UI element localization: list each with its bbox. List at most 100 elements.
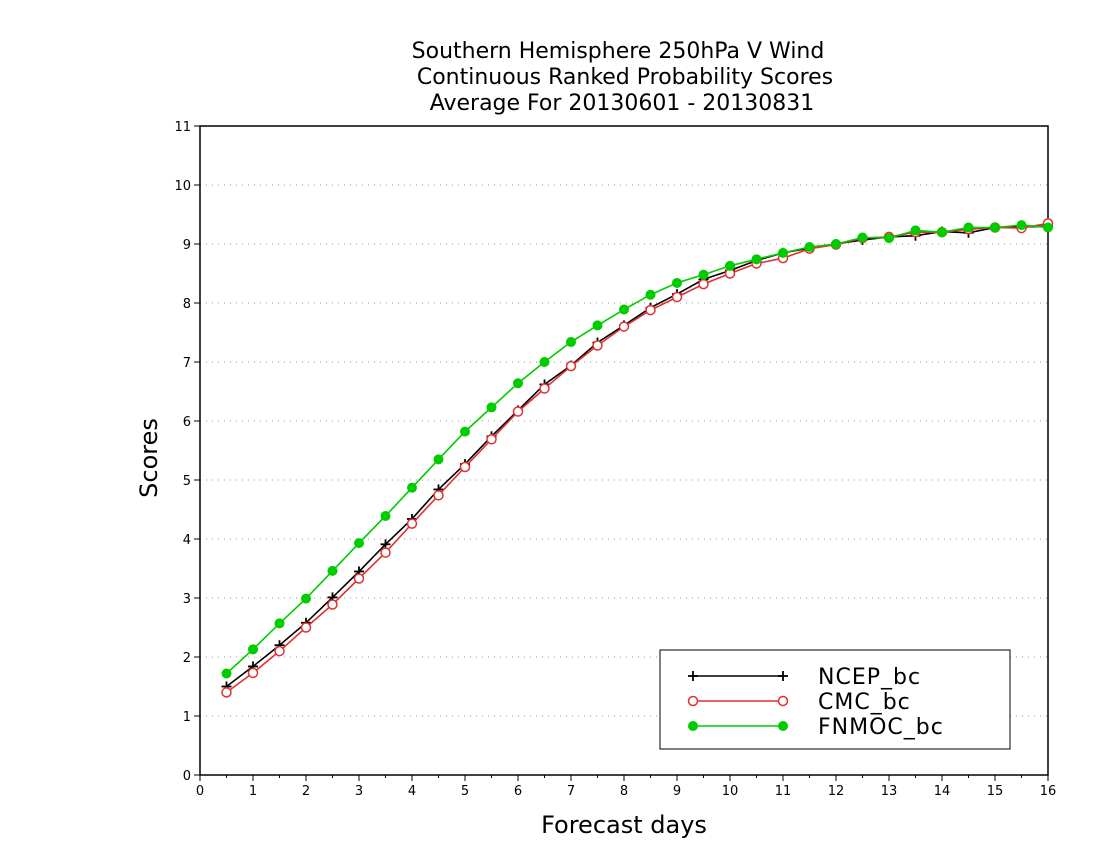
data-point-cmc-bc: [698, 278, 709, 290]
x-tick-label: 2: [302, 784, 310, 799]
x-tick-label: 12: [828, 784, 845, 799]
data-point-cmc-bc: [565, 360, 577, 372]
x-tick-label: 7: [567, 784, 575, 799]
y-tick-label: 2: [183, 651, 191, 666]
data-point-fnmoc-bc: [513, 378, 523, 389]
data-point-fnmoc-bc: [698, 269, 709, 280]
series-ncep-bc: [221, 221, 1053, 692]
data-point-fnmoc-bc: [566, 336, 576, 347]
data-point-cmc-bc: [380, 547, 391, 558]
x-tick-label: 9: [673, 784, 681, 799]
y-tick-label: 3: [183, 592, 191, 607]
data-point-cmc-bc: [221, 687, 232, 698]
data-point-fnmoc-bc: [937, 227, 947, 238]
data-point-fnmoc-bc: [910, 225, 921, 236]
data-point-fnmoc-bc: [1043, 222, 1053, 233]
data-point-fnmoc-bc: [963, 222, 974, 233]
x-tick-label: 15: [987, 784, 1004, 799]
legend-box: [659, 649, 1011, 750]
data-point-fnmoc-bc: [380, 510, 391, 521]
y-tick-label: 9: [183, 238, 191, 253]
data-point-fnmoc-bc: [1016, 220, 1027, 231]
data-point-cmc-bc: [645, 304, 656, 316]
data-point-fnmoc-bc: [221, 668, 232, 679]
series-line-cmc-bc: [226, 222, 1049, 694]
x-tick-label: 5: [461, 784, 469, 799]
data-point-cmc-bc: [486, 434, 497, 445]
chart-title-line-1: Southern Hemisphere 250hPa V Wind: [412, 39, 825, 64]
x-tick-label: 13: [881, 784, 898, 799]
y-tick-label: 10: [174, 179, 191, 194]
legend-label: NCEP_bc: [818, 665, 921, 690]
data-point-cmc-bc: [618, 321, 630, 332]
data-point-cmc-bc: [592, 340, 603, 351]
legend-marker: [688, 671, 698, 681]
legend-entry-cmc-bc: CMC_bc: [687, 690, 911, 715]
data-point-fnmoc-bc: [725, 260, 735, 271]
x-axis-label: Forecast days: [541, 811, 707, 839]
data-point-fnmoc-bc: [486, 402, 497, 413]
data-point-fnmoc-bc: [778, 247, 788, 258]
y-tick-label: 8: [183, 297, 191, 312]
chart-title-line-3: Average For 20130601 - 20130831: [430, 91, 815, 116]
series-line-fnmoc-bc: [225, 224, 1049, 675]
data-point-fnmoc-bc: [407, 482, 417, 493]
data-point-fnmoc-bc: [857, 232, 868, 243]
legend-marker: [778, 721, 788, 731]
data-point-cmc-bc: [512, 406, 524, 417]
x-tick-label: 0: [196, 784, 204, 799]
data-point-fnmoc-bc: [354, 538, 364, 549]
y-tick-label: 11: [174, 120, 191, 135]
legend-marker: [687, 695, 699, 707]
x-tick-label: 4: [408, 784, 416, 799]
data-point-fnmoc-bc: [990, 222, 1000, 233]
legend-marker: [777, 695, 789, 707]
legend-marker: [688, 721, 698, 731]
data-point-fnmoc-bc: [884, 233, 894, 244]
data-point-cmc-bc: [539, 383, 550, 394]
data-point-cmc-bc: [327, 599, 338, 610]
y-tick-label: 5: [183, 474, 191, 489]
data-point-fnmoc-bc: [301, 593, 311, 604]
legend-entry-ncep-bc: NCEP_bc: [688, 665, 921, 690]
data-point-fnmoc-bc: [831, 239, 841, 249]
series-line-ncep-bc: [226, 225, 1049, 688]
grid-lines: [200, 125, 1048, 717]
data-point-fnmoc-bc: [619, 304, 629, 315]
data-point-cmc-bc: [300, 622, 312, 633]
data-point-fnmoc-bc: [248, 644, 258, 655]
data-point-cmc-bc: [459, 461, 471, 473]
chart-title: Southern Hemisphere 250hPa V Wind Contin…: [412, 39, 834, 116]
y-axis-label: Scores: [135, 418, 163, 498]
x-tick-label: 11: [775, 784, 792, 799]
data-point-fnmoc-bc: [460, 426, 470, 437]
x-tick-label: 10: [722, 784, 739, 799]
y-tick-label: 1: [183, 710, 191, 725]
x-axis-ticks: 0 1 2 3 4 5 6 7 8 9 10 11 12 13 14 15 16: [196, 775, 1056, 799]
data-point-cmc-bc: [433, 490, 444, 501]
data-point-cmc-bc: [247, 667, 259, 679]
x-tick-label: 1: [249, 784, 257, 799]
legend-label: FNMOC_bc: [818, 715, 944, 740]
y-tick-label: 7: [183, 356, 191, 371]
data-point-fnmoc-bc: [672, 277, 682, 288]
data-point-fnmoc-bc: [592, 320, 603, 331]
x-tick-label: 6: [514, 784, 522, 799]
data-point-fnmoc-bc: [804, 241, 815, 252]
legend-marker: [778, 671, 788, 681]
y-tick-label: 6: [183, 415, 191, 430]
y-tick-label: 4: [183, 533, 191, 548]
data-point-cmc-bc: [671, 291, 683, 303]
data-point-cmc-bc: [353, 573, 365, 584]
x-tick-label: 3: [355, 784, 363, 799]
data-point-fnmoc-bc: [539, 357, 550, 367]
x-tick-label: 14: [934, 784, 951, 799]
data-point-fnmoc-bc: [751, 254, 762, 265]
data-point-fnmoc-bc: [327, 565, 338, 576]
y-tick-label: 0: [183, 769, 191, 784]
x-tick-label: 16: [1040, 784, 1057, 799]
legend-label: CMC_bc: [818, 690, 911, 715]
series-cmc-bc: [221, 218, 1054, 698]
